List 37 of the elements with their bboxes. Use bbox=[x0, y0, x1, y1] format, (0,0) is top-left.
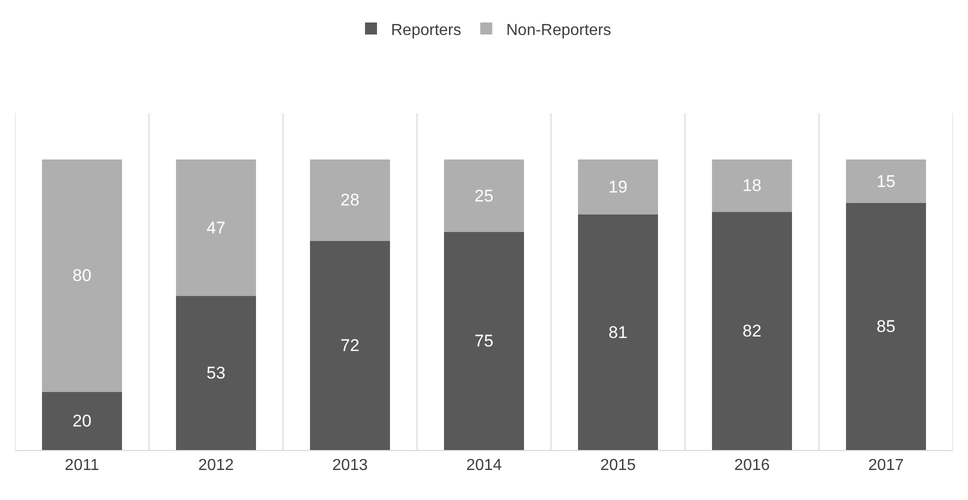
bar bbox=[176, 159, 256, 296]
bar bbox=[578, 159, 658, 215]
legend-label: Reporters bbox=[391, 22, 462, 39]
x-tick-label: 2017 bbox=[868, 457, 904, 474]
x-tick-label: 2015 bbox=[600, 457, 636, 474]
x-tick-label: 2012 bbox=[198, 457, 234, 474]
x-tick-label: 2016 bbox=[734, 457, 770, 474]
bar bbox=[578, 214, 658, 450]
data-label: 19 bbox=[608, 178, 628, 197]
x-tick-label: 2011 bbox=[64, 457, 100, 474]
bar bbox=[712, 159, 792, 212]
data-label: 28 bbox=[340, 190, 360, 210]
bar bbox=[846, 203, 926, 450]
bar bbox=[310, 159, 390, 241]
data-label: 47 bbox=[206, 218, 226, 238]
bar bbox=[176, 296, 256, 450]
data-label: 53 bbox=[206, 364, 226, 383]
x-tick-label: 2014 bbox=[466, 457, 502, 474]
legend-label: Non-Reporters bbox=[506, 22, 612, 39]
data-label: 15 bbox=[876, 172, 896, 191]
data-label: 81 bbox=[608, 322, 628, 342]
bar bbox=[712, 212, 792, 450]
bar bbox=[444, 159, 524, 232]
x-tick-label: 2013 bbox=[332, 457, 368, 474]
data-label: 18 bbox=[742, 176, 762, 196]
bar bbox=[444, 232, 524, 450]
data-label: 20 bbox=[72, 411, 92, 430]
data-label: 75 bbox=[474, 332, 494, 351]
data-label: 72 bbox=[340, 336, 360, 355]
bar bbox=[846, 159, 926, 204]
bar bbox=[42, 159, 122, 392]
data-label: 80 bbox=[72, 266, 92, 286]
data-label: 25 bbox=[474, 186, 494, 206]
data-label: 82 bbox=[742, 321, 762, 340]
bar bbox=[42, 392, 122, 450]
data-label: 85 bbox=[876, 317, 896, 336]
bar bbox=[310, 240, 390, 450]
